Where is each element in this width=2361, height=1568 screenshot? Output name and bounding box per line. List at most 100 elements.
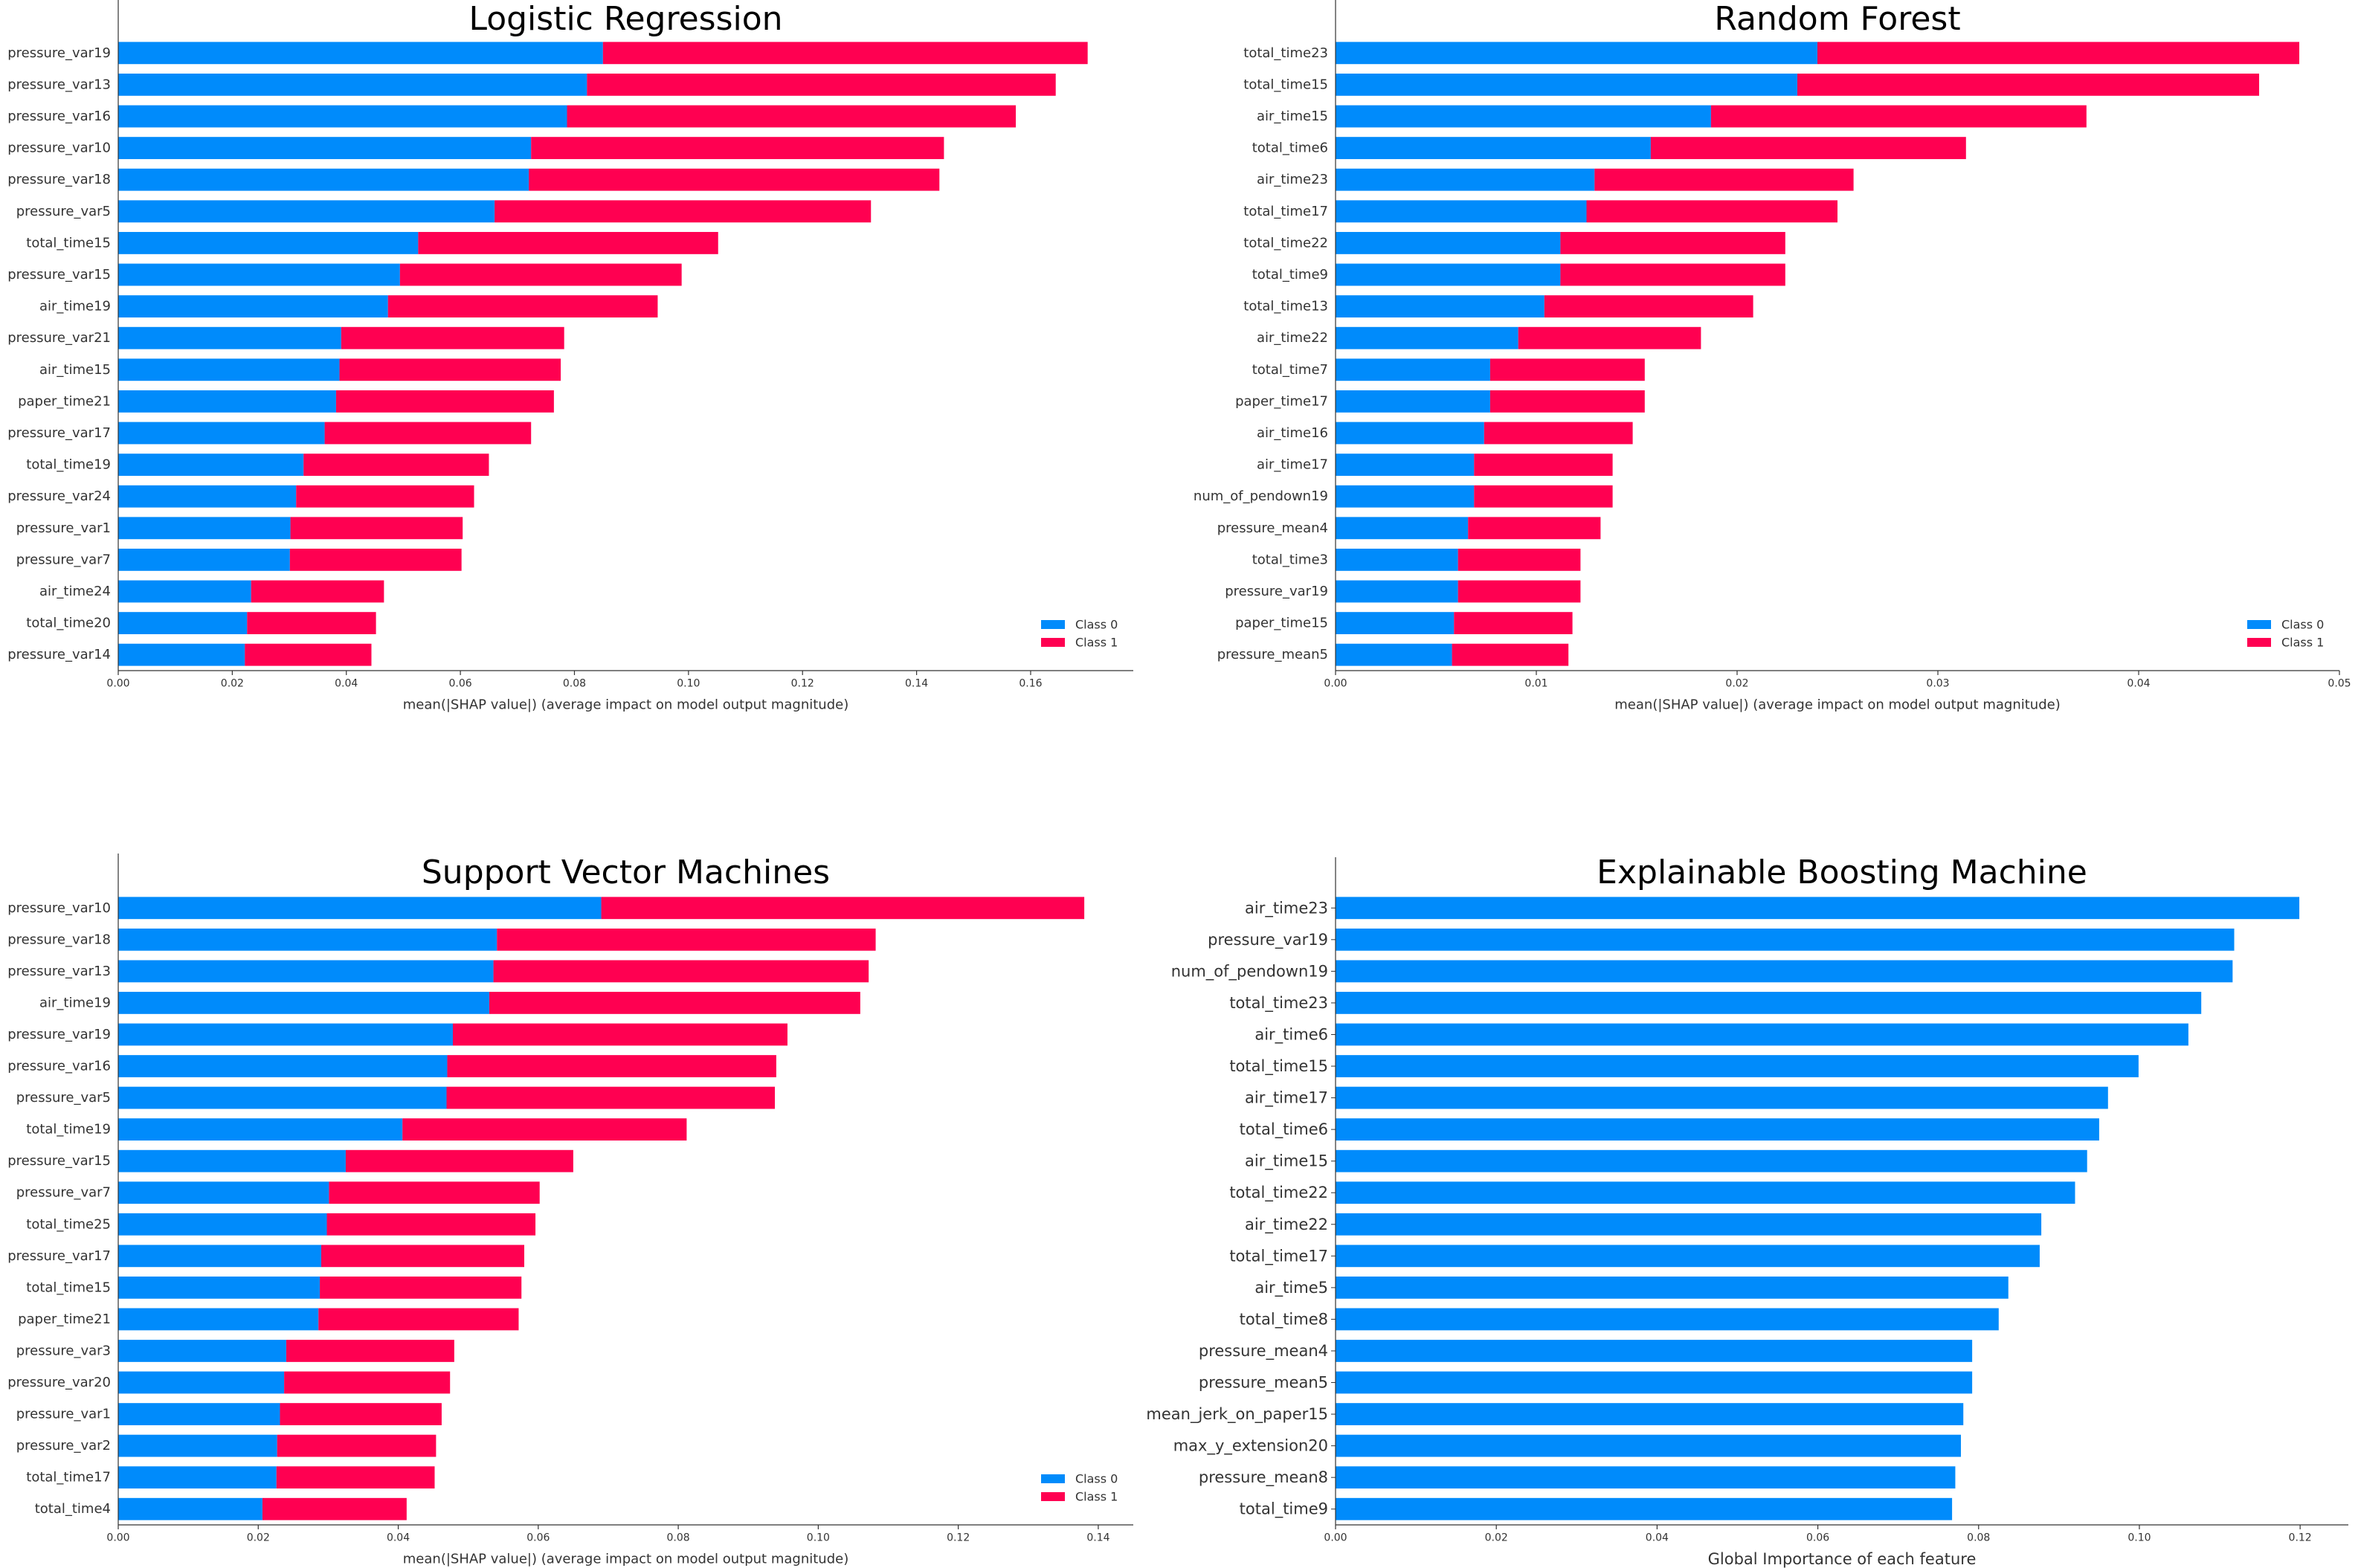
bar-class-1-pressure-var16 [447, 1055, 776, 1077]
x-tick-label: 0.06 [1806, 1532, 1829, 1544]
category-label-total-time25: total_time25 [26, 1216, 111, 1232]
category-label-air-time19: air_time19 [39, 299, 111, 314]
category-label-pressure-var10: pressure_var10 [7, 141, 111, 156]
bar-class-1-pressure-var19 [602, 42, 1088, 65]
bar-class-1-total-time3 [1457, 548, 1581, 571]
bar-class-0-pressure-var19 [118, 42, 603, 65]
bar-class-1-pressure-var2 [277, 1434, 437, 1457]
bar-class-0-total-time7 [1336, 358, 1490, 381]
bar-class-1-pressure-var18 [497, 928, 876, 951]
legend-label-class-0: Class 0 [2281, 618, 2324, 632]
category-label-total-time17: total_time17 [1243, 204, 1328, 219]
legend-label-class-1: Class 1 [1075, 636, 1118, 650]
bar-class-0-pressure-var19 [118, 1023, 453, 1046]
bar-class-0-pressure-var18 [118, 928, 497, 951]
bar-class-1-pressure-var15 [345, 1149, 573, 1172]
category-label-total-time17: total_time17 [1229, 1247, 1328, 1265]
category-label-pressure-mean4: pressure_mean4 [1199, 1342, 1328, 1361]
category-label-total-time19: total_time19 [26, 1122, 111, 1138]
category-label-total-time15: total_time15 [1243, 77, 1328, 92]
bar-class-1-total-time23 [1817, 42, 2299, 65]
bar-class-0-pressure-var5 [118, 1086, 447, 1109]
bar-class-0-air-time24 [118, 580, 251, 603]
bar-class-0-total-time15 [118, 231, 419, 254]
bar-class-0-pressure-var19 [1336, 580, 1458, 603]
x-tick-label: 0.14 [905, 678, 928, 690]
bar-pressure-var19 [1336, 928, 2235, 951]
bar-class-0-pressure-var17 [118, 422, 325, 445]
x-tick-label: 0.01 [1524, 678, 1547, 690]
category-label-total-time23: total_time23 [1229, 994, 1328, 1013]
category-label-pressure-var19: pressure_var19 [7, 1027, 111, 1042]
legend-swatch-class-0 [1041, 1474, 1065, 1483]
category-label-pressure-var10: pressure_var10 [7, 900, 111, 916]
category-label-pressure-var19: pressure_var19 [1225, 584, 1328, 599]
x-axis-label: Global Importance of each feature [1708, 1550, 1977, 1568]
category-label-pressure-var3: pressure_var3 [16, 1343, 111, 1358]
category-label-pressure-mean4: pressure_mean4 [1217, 520, 1328, 536]
category-label-pressure-var17: pressure_var17 [7, 425, 111, 441]
bar-class-0-pressure-var3 [118, 1340, 286, 1362]
category-label-pressure-var18: pressure_var18 [7, 932, 111, 947]
bar-class-0-pressure-var17 [118, 1245, 321, 1268]
category-label-air-time23: air_time23 [1257, 172, 1328, 187]
chart-svg: Logistic Regression pressure_var19pressur… [7, 0, 1133, 713]
bar-class-1-num-of-pendown19 [1474, 485, 1613, 508]
category-label-pressure-var14: pressure_var14 [7, 647, 111, 662]
bar-class-1-air-time19 [387, 295, 658, 318]
x-tick-label: 0.04 [1646, 1532, 1669, 1544]
category-label-pressure-var1: pressure_var1 [16, 520, 111, 536]
category-label-pressure-var2: pressure_var2 [16, 1438, 111, 1454]
bar-class-0-pressure-var16 [118, 105, 567, 128]
category-label-paper-time21: paper_time21 [18, 393, 111, 409]
category-label-air-time22: air_time22 [1245, 1216, 1328, 1234]
bar-class-0-total-time15 [1336, 73, 1797, 96]
chart-logistic-regression: Logistic Regression pressure_var19 pressur… [0, 0, 1160, 743]
category-label-pressure-mean8: pressure_mean8 [1199, 1468, 1328, 1487]
category-label-max-y-extension20: max_y_extension20 [1173, 1437, 1328, 1456]
bar-class-0-air-time22 [1336, 326, 1518, 349]
bar-class-1-pressure-var10 [531, 137, 944, 160]
legend-label-class-1: Class 1 [2281, 636, 2324, 650]
x-tick-label: 0.04 [387, 1532, 410, 1544]
bar-class-1-pressure-var7 [329, 1181, 540, 1204]
chart-svg: Explainable Boosting Machine air_time23pr… [1146, 854, 2348, 1568]
bar-class-1-air-time23 [1594, 168, 1854, 191]
bar-class-1-pressure-mean5 [1452, 643, 1569, 666]
category-label-air-time15: air_time15 [39, 362, 111, 378]
category-label-pressure-var7: pressure_var7 [16, 1185, 111, 1201]
bar-class-0-pressure-var15 [118, 1149, 346, 1172]
category-label-total-time7: total_time7 [1252, 362, 1328, 378]
category-label-pressure-var16: pressure_var16 [7, 1059, 111, 1074]
legend-label-class-0: Class 0 [1075, 618, 1118, 632]
bar-total-time8 [1336, 1308, 1999, 1331]
bar-class-0-total-time3 [1336, 548, 1458, 571]
bar-class-0-total-time19 [118, 1118, 403, 1141]
bar-class-1-total-time4 [262, 1497, 407, 1520]
bar-num-of-pendown19 [1336, 960, 2233, 983]
category-label-air-time5: air_time5 [1254, 1279, 1328, 1297]
bar-class-0-paper-time21 [118, 1308, 319, 1331]
bar-air-time23 [1336, 897, 2300, 920]
x-tick-label: 0.14 [1086, 1532, 1109, 1544]
bar-class-0-pressure-var16 [118, 1055, 448, 1077]
category-label-paper-time17: paper_time17 [1235, 393, 1328, 409]
category-label-air-time22: air_time22 [1257, 330, 1328, 346]
category-label-total-time22: total_time22 [1243, 235, 1328, 251]
x-tick-label: 0.10 [807, 1532, 830, 1544]
legend-label-class-1: Class 1 [1075, 1490, 1118, 1504]
chart-explainable-boosting-machine: Explainable Boosting Machine air_time23 pr… [1146, 854, 2361, 1568]
bar-total-time22 [1336, 1181, 2075, 1204]
bar-max-y-extension20 [1336, 1434, 1961, 1457]
chart-title: Support Vector Machines [422, 854, 830, 891]
bar-class-0-pressure-mean5 [1336, 643, 1452, 666]
bar-class-1-air-time22 [1518, 326, 1701, 349]
chart-random-forest: Random Forest total_time23 total_time15 air… [1182, 0, 2361, 743]
bar-class-1-air-time15 [339, 358, 561, 381]
x-axis-label: mean(|SHAP value|) (average impact on mo… [403, 1552, 848, 1567]
legend-swatch-class-0 [2247, 620, 2271, 629]
legend-swatch-class-1 [1041, 638, 1065, 647]
category-label-pressure-var5: pressure_var5 [16, 1090, 111, 1106]
x-axis-label: mean(|SHAP value|) (average impact on mo… [1614, 697, 2060, 713]
